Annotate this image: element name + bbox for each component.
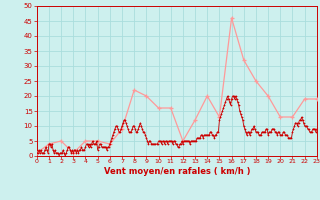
X-axis label: Vent moyen/en rafales ( km/h ): Vent moyen/en rafales ( km/h ) — [104, 167, 250, 176]
